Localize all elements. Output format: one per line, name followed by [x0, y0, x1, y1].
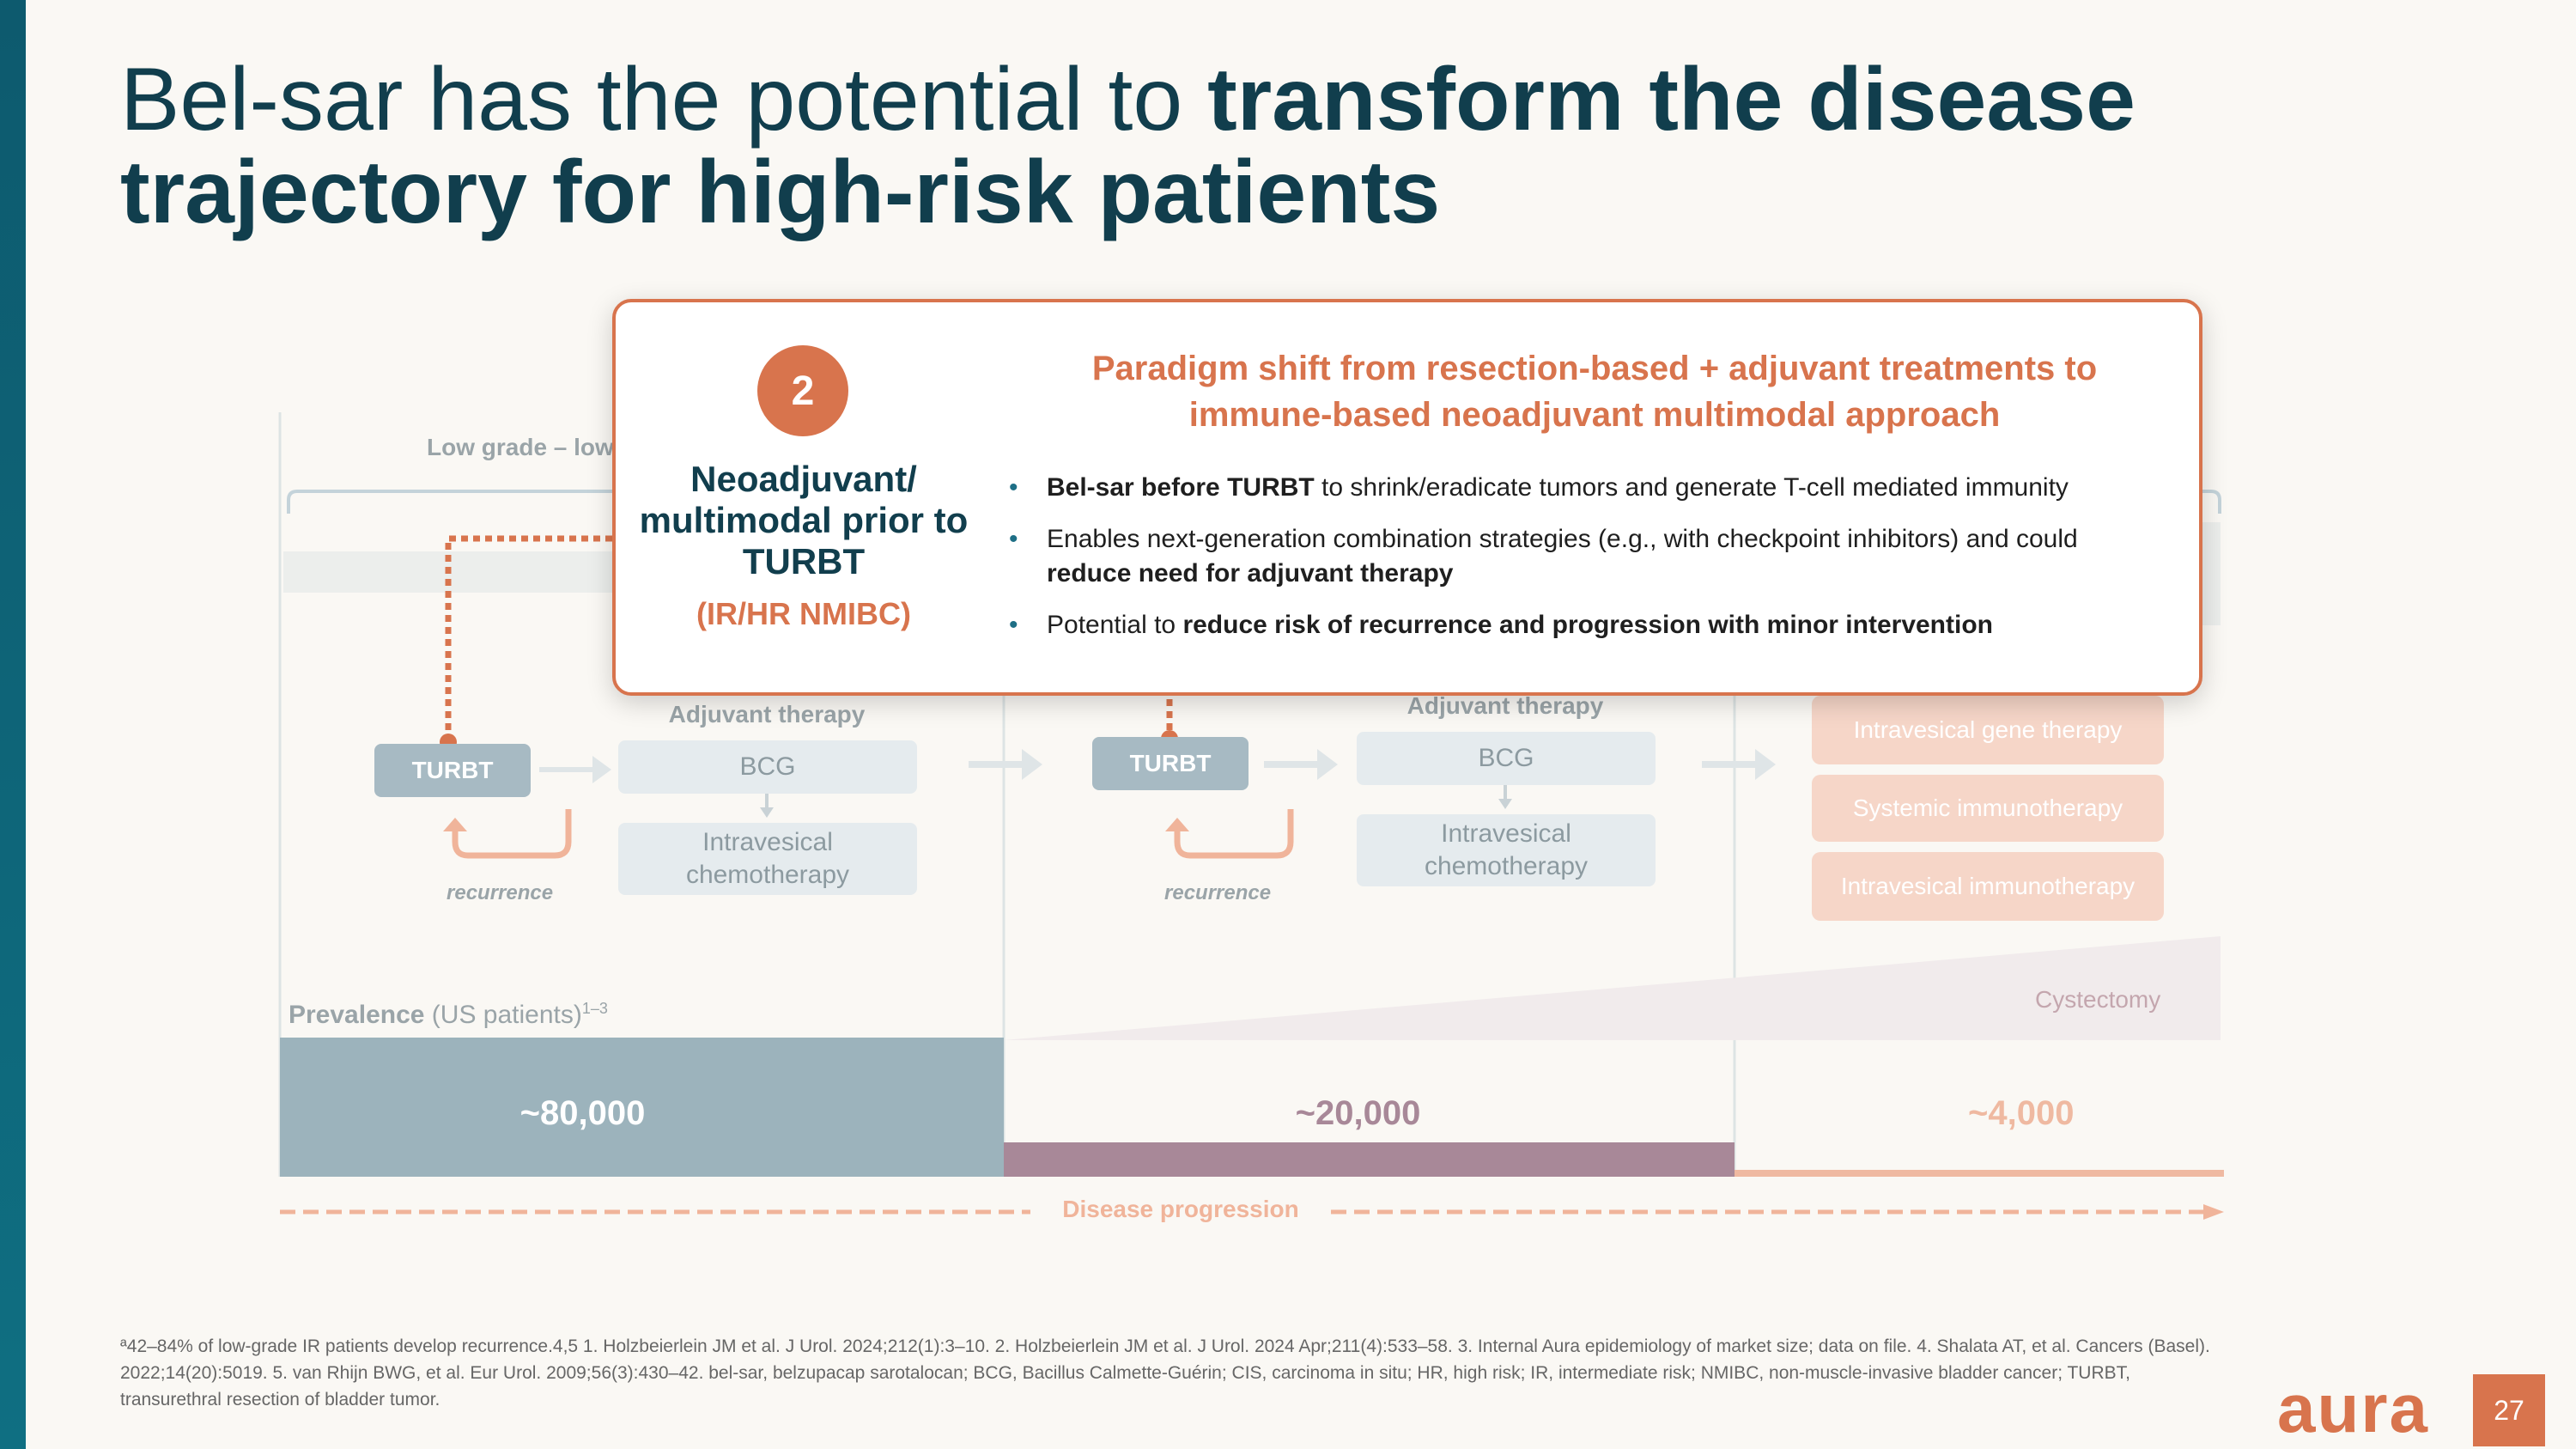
- arrow-turbt-adjuvant-1: [539, 756, 611, 783]
- callout-card: 2 Neoadjuvant/ multimodal prior to TURBT…: [612, 299, 2202, 696]
- bracket-right: [2198, 490, 2221, 514]
- arrow-stage1-stage2: [969, 749, 1042, 780]
- bullet-3: • Potential to reduce risk of recurrence …: [1009, 611, 1993, 639]
- intravesical-immunotherapy-box: Intravesical immunotherapy: [1812, 852, 2164, 921]
- prevalence-bar-2: [1004, 1142, 1735, 1177]
- prevalence-value-2: ~20,000: [1295, 1093, 1421, 1132]
- left-accent-bar: [0, 0, 26, 1449]
- prevalence-label: Prevalence (US patients)1–3: [289, 1000, 608, 1029]
- turbt-box-1: TURBT: [374, 744, 531, 797]
- arrow-stage2-stage3: [1702, 749, 1776, 780]
- footnote: ª42–84% of low-grade IR patients develop…: [120, 1336, 2210, 1409]
- recurrence-label-2: recurrence: [1164, 881, 1272, 904]
- adjuvant-label-2: Adjuvant therapy: [1406, 692, 1604, 719]
- bcg-box-2: BCG: [1357, 732, 1656, 785]
- page-title: Bel-sar has the potential to transform t…: [120, 50, 2136, 242]
- bullet-2: • Enables next-generation combination str…: [1009, 525, 2078, 588]
- arrow-turbt-adjuvant-2: [1264, 749, 1338, 780]
- dotted-connector-1: [445, 535, 615, 742]
- prevalence-value-1: ~80,000: [519, 1093, 646, 1132]
- systemic-immunotherapy-box: Systemic immunotherapy: [1812, 775, 2164, 842]
- step-number-badge: 2: [757, 345, 848, 436]
- callout-title: Paradigm shift from resection-based + ad…: [1091, 350, 2098, 434]
- cystectomy-wedge: [1004, 936, 2221, 1040]
- gene-therapy-box: Intravesical gene therapy: [1812, 696, 2164, 764]
- low-grade-label: Low grade – low: [427, 434, 614, 460]
- recurrence-label-1: recurrence: [447, 881, 554, 904]
- bullet-1: • Bel-sar before TURBT to shrink/eradicat…: [1009, 473, 2069, 502]
- bcg-box-1: BCG: [618, 740, 917, 794]
- aura-logo: aura: [2277, 1370, 2429, 1446]
- recurrence-arrow-1: [452, 809, 572, 859]
- chemo-box-2: Intravesical chemotherapy: [1357, 814, 1656, 886]
- chemo-box-1: Intravesical chemotherapy: [618, 823, 917, 895]
- low-grade-band: [283, 551, 644, 593]
- prevalence-bar-3: [1735, 1170, 2224, 1177]
- adjuvant-label-1: Adjuvant therapy: [668, 701, 866, 728]
- callout-subheading: (IR/HR NMIBC): [696, 596, 911, 631]
- cystectomy-label: Cystectomy: [2035, 986, 2161, 1013]
- prevalence-bar-1: [280, 1038, 1004, 1177]
- progression-arrowhead: [2203, 1204, 2224, 1220]
- prevalence-value-3: ~4,000: [1968, 1093, 2075, 1132]
- callout-bullets: • Bel-sar before TURBT to shrink/eradicat…: [1009, 471, 2142, 642]
- page-number: 27: [2473, 1374, 2545, 1446]
- callout-heading: Neoadjuvant/ multimodal prior to TURBT: [639, 459, 969, 581]
- disease-progression-label: Disease progression: [1062, 1196, 1299, 1222]
- bracket-left: [287, 490, 618, 514]
- turbt-box-2: TURBT: [1092, 737, 1249, 790]
- recurrence-arrow-2: [1174, 809, 1294, 859]
